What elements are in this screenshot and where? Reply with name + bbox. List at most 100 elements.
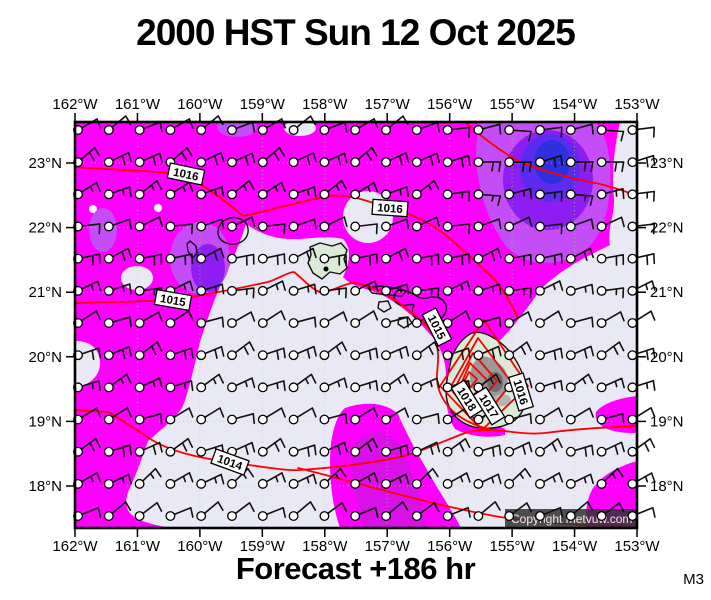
wind-barb-staff bbox=[81, 507, 102, 518]
wind-barb bbox=[627, 253, 656, 266]
isobar-label-box bbox=[153, 288, 193, 312]
wind-barb-station bbox=[473, 318, 484, 328]
wind-barb bbox=[350, 506, 379, 521]
wind-barb-station bbox=[134, 414, 145, 425]
wind-barb-station bbox=[350, 221, 361, 232]
wind-barb-station bbox=[565, 221, 576, 232]
wind-barb-staff bbox=[511, 502, 532, 515]
wind-barb-station bbox=[257, 221, 268, 232]
lon-label-bottom: 157°W bbox=[365, 538, 411, 555]
wind-barb-station bbox=[442, 253, 453, 264]
wind-barb-station bbox=[134, 478, 145, 489]
wind-barb-staff bbox=[142, 180, 163, 193]
wind-barb bbox=[535, 438, 563, 457]
wind-barb bbox=[411, 285, 440, 299]
wind-barb bbox=[411, 216, 440, 232]
lon-label-top: 158°W bbox=[302, 96, 348, 113]
wind-barb bbox=[504, 157, 532, 173]
wind-barb-station bbox=[103, 478, 114, 489]
wind-barb-station bbox=[596, 382, 607, 393]
lon-label-bottom: 161°W bbox=[115, 538, 161, 555]
wind-barb-station bbox=[350, 125, 361, 135]
wind-barb bbox=[227, 180, 255, 200]
wind-barb bbox=[196, 283, 225, 296]
wind-barb-station bbox=[257, 285, 268, 296]
wind-barb-staff bbox=[481, 123, 502, 135]
wind-barb bbox=[411, 179, 440, 200]
wind-barb bbox=[381, 247, 410, 264]
wind-barb bbox=[103, 373, 132, 393]
wind-barb-staff bbox=[142, 311, 163, 322]
wind-barb-staff bbox=[235, 413, 255, 425]
wind-barb-staff bbox=[604, 311, 625, 322]
wind-barb bbox=[627, 506, 656, 521]
wind-barb bbox=[565, 247, 594, 264]
lon-label-top: 154°W bbox=[552, 96, 598, 113]
wind-barb bbox=[165, 147, 193, 168]
lat-label-right: 22°N bbox=[650, 220, 684, 237]
wind-barb-staff bbox=[512, 287, 532, 299]
wind-barb-station bbox=[504, 125, 515, 135]
wind-barb-station bbox=[319, 382, 330, 393]
wind-barb-station bbox=[627, 189, 638, 200]
wind-barb-station bbox=[442, 414, 453, 425]
model-label: M3 bbox=[683, 571, 704, 588]
wind-barb-staff bbox=[266, 380, 286, 392]
wind-barb-station bbox=[103, 382, 114, 393]
wind-barb bbox=[473, 189, 502, 206]
wind-barb-staff bbox=[81, 310, 101, 322]
wind-barb-staff bbox=[296, 501, 317, 514]
wind-barb bbox=[227, 152, 256, 168]
wind-barb-staff bbox=[297, 218, 317, 230]
wind-barb-staff bbox=[143, 253, 163, 266]
wind-barb-staff bbox=[389, 283, 410, 295]
wind-barb-staff bbox=[543, 506, 564, 518]
wind-barb-staff bbox=[204, 218, 225, 230]
wind-barb-station bbox=[504, 446, 515, 457]
wind-barb bbox=[134, 501, 163, 521]
wind-barb bbox=[257, 472, 286, 489]
wind-barb-staff bbox=[482, 161, 502, 172]
wind-barb-station bbox=[319, 478, 330, 489]
wind-barb bbox=[381, 218, 410, 232]
wind-barb-station bbox=[227, 189, 237, 200]
wind-barb-staff bbox=[543, 253, 563, 266]
wind-barb-staff bbox=[482, 193, 502, 206]
wind-barb-station bbox=[165, 446, 176, 457]
wind-barb-station bbox=[473, 446, 484, 457]
wind-barb-staff bbox=[481, 473, 502, 485]
wind-barb-staff bbox=[481, 218, 502, 230]
wind-barb-station bbox=[288, 189, 299, 200]
wind-barb bbox=[319, 502, 348, 521]
wind-barb-staff bbox=[327, 179, 347, 193]
wind-barb-staff bbox=[605, 413, 625, 425]
wind-barb-staff bbox=[357, 146, 378, 161]
wind-barb-station bbox=[196, 382, 207, 393]
wind-barb-station bbox=[381, 446, 391, 457]
lon-label-top: 157°W bbox=[365, 96, 411, 113]
isobar-label-box bbox=[507, 372, 535, 412]
wind-barb-staff bbox=[605, 254, 625, 266]
wind-barb bbox=[103, 501, 132, 521]
wind-barb-staff bbox=[635, 310, 656, 322]
wind-barb-station bbox=[134, 157, 145, 168]
wind-barb bbox=[473, 501, 501, 521]
wind-barb-staff bbox=[419, 179, 440, 193]
wind-barb bbox=[565, 473, 594, 489]
wind-barb-staff bbox=[420, 441, 441, 455]
wind-barb bbox=[596, 311, 625, 328]
wind-barb-staff bbox=[235, 287, 255, 299]
wind-barb-station bbox=[196, 125, 207, 135]
wind-barb-staff bbox=[481, 444, 502, 457]
wind-barb bbox=[381, 283, 410, 296]
lat-label-left: 20°N bbox=[28, 349, 62, 366]
wind-barb bbox=[227, 502, 255, 521]
wind-barb-staff bbox=[511, 341, 532, 356]
wind-barb-staff bbox=[235, 311, 256, 322]
wind-barb-station bbox=[535, 446, 545, 457]
wind-barb-station bbox=[165, 125, 176, 135]
wind-barb-staff bbox=[112, 151, 132, 166]
wind-barb-staff bbox=[358, 181, 379, 193]
wind-barb-staff bbox=[419, 502, 440, 515]
wind-barb-station bbox=[288, 446, 299, 457]
